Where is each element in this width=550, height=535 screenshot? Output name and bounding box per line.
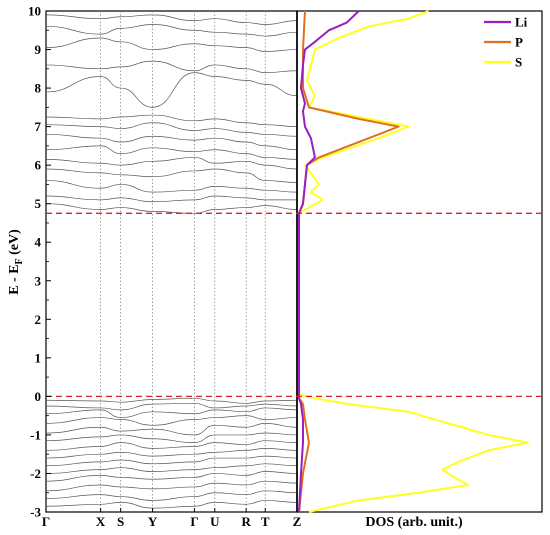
y-tick-label: 8: [35, 81, 42, 96]
dos-x-axis-title: DOS (arb. unit.): [365, 515, 463, 530]
band-line: [45, 168, 298, 183]
band-line: [45, 203, 298, 214]
dos-curve-p: [298, 10, 400, 513]
kpoint-label: Γ: [42, 514, 50, 529]
kpoint-vertical-lines: [100, 11, 266, 512]
band-line: [45, 122, 298, 137]
kpoint-label: S: [117, 514, 124, 529]
legend-label-s: S: [515, 55, 522, 70]
band-line: [45, 72, 298, 108]
band-line: [45, 471, 298, 482]
y-tick-label: -2: [30, 466, 41, 481]
kpoint-label: R: [241, 514, 251, 529]
band-line: [45, 407, 298, 418]
kpoint-label: Γ: [190, 514, 198, 529]
kpoint-label: U: [210, 514, 220, 529]
y-axis-ticks: -3 -2 -1 0 1 2 3 4 5 6 7 8 9 10: [28, 4, 51, 520]
band-line: [45, 397, 298, 404]
y-tick-label: 0: [35, 389, 42, 404]
band-line: [45, 157, 298, 170]
band-line: [45, 133, 298, 151]
y-tick-label: 7: [35, 119, 42, 134]
kpoint-label: Z: [293, 514, 302, 529]
y-tick-label: -3: [30, 505, 41, 520]
kpoint-label: X: [96, 514, 106, 529]
band-line: [45, 60, 298, 74]
band-line: [45, 24, 298, 37]
band-lines: [45, 14, 298, 509]
band-line: [45, 195, 297, 203]
dos-curve-s: [298, 10, 530, 513]
y-tick-label: 5: [35, 196, 42, 211]
y-tick-label: -1: [30, 427, 41, 442]
y-tick-label: 10: [28, 4, 41, 19]
band-line: [45, 37, 298, 52]
band-structure-plot-area: [45, 10, 298, 513]
y-tick-label: 4: [35, 235, 42, 250]
y-axis-title: E - EF (eV): [7, 229, 25, 295]
reference-energy-lines: [46, 212, 542, 398]
band-line: [45, 180, 298, 193]
kpoint-label: T: [261, 514, 270, 529]
y-tick-label: 2: [35, 312, 42, 327]
y-tick-label: 1: [35, 350, 42, 365]
y-tick-label: 3: [35, 273, 42, 288]
legend-label-p: P: [515, 35, 523, 50]
band-line: [45, 14, 298, 25]
y-tick-label: 9: [35, 42, 42, 57]
dos-curve-li: [298, 10, 360, 513]
band-line: [45, 415, 298, 426]
band-line: [45, 114, 298, 127]
band-line: [45, 448, 298, 459]
band-line: [45, 145, 298, 160]
band-line: [45, 455, 298, 467]
legend-label-li: Li: [515, 15, 528, 30]
dos-legend: Li PS: [484, 15, 528, 70]
dos-lines: [296, 10, 530, 513]
dos-plot-area: [296, 10, 543, 513]
band-line: [45, 490, 298, 501]
band-line: [45, 480, 298, 492]
band-line: [45, 500, 298, 509]
y-tick-label: 6: [35, 158, 42, 173]
kpoint-label: Y: [148, 514, 158, 529]
